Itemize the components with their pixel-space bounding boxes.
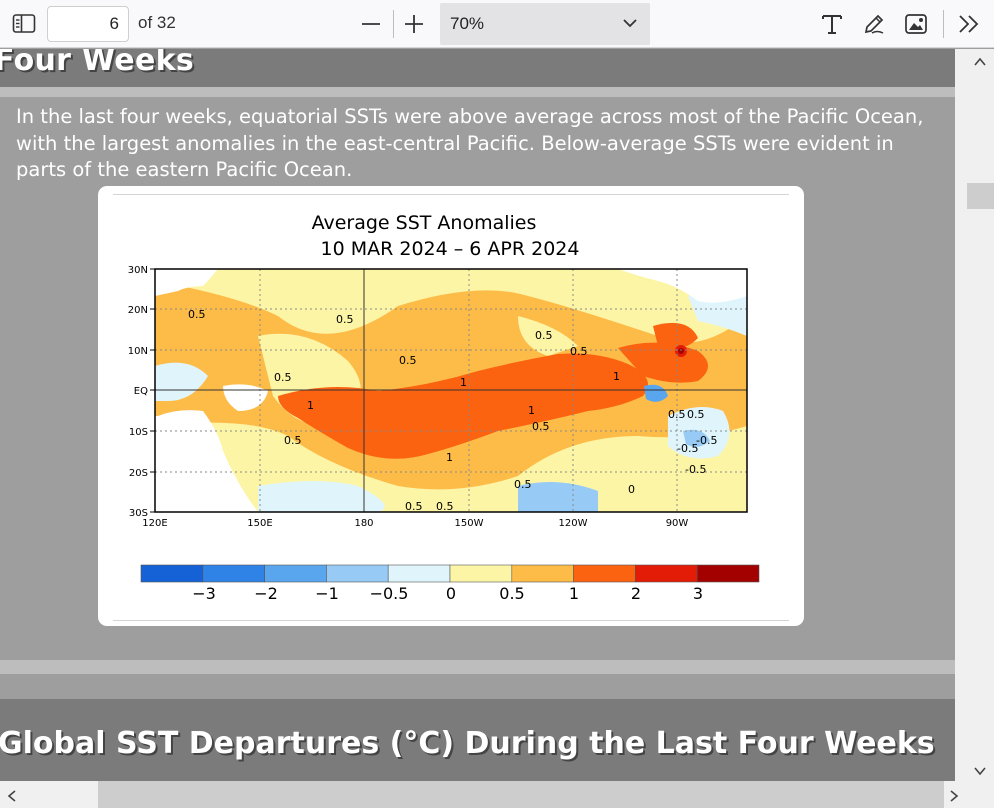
draw-icon[interactable] (862, 12, 886, 36)
card-rule-top (113, 194, 789, 195)
colorbar-swatch (326, 564, 389, 583)
colorbar-tick-label: 3 (693, 584, 703, 603)
add-image-icon[interactable] (904, 12, 928, 36)
colorbar-swatch (387, 564, 451, 583)
colorbar-tick-label: 1 (569, 584, 579, 603)
colorbar-tick-label: −3 (192, 584, 216, 603)
vertical-scrollbar[interactable] (955, 49, 994, 781)
toolbar-divider (943, 10, 944, 38)
colorbar-tick-label: −0.5 (370, 584, 409, 603)
section-header-band: Four Weeks (0, 49, 955, 87)
divider-strip (0, 660, 955, 674)
pdf-toolbar: 6 of 32 70% (0, 0, 994, 48)
contour-label: -0.5 (696, 434, 717, 447)
lon-label: 120W (559, 518, 588, 529)
section-header-band: Global SST Departures (°C) During the La… (0, 699, 955, 781)
colorbar-swatch (573, 564, 636, 583)
contour-label: 1 (446, 451, 453, 464)
contour-label: 0.5 (535, 329, 553, 342)
more-tools-icon[interactable] (956, 13, 982, 35)
contour-label: 0.5 (668, 408, 686, 421)
vertical-scroll-thumb[interactable] (967, 183, 994, 209)
zoom-out-icon[interactable] (360, 14, 382, 34)
summary-paragraph: In the last four weeks, equatorial SSTs … (16, 105, 924, 181)
lat-label: 30N (128, 265, 148, 276)
contour-label-group: 0.5 0.5 0.5 0.5 0.5 0.5 1 1 1 1 0.5 0.5 … (188, 308, 717, 513)
zoom-select[interactable]: 70% (440, 3, 650, 45)
lon-label: 150E (247, 518, 272, 529)
colorbar-swatch (264, 564, 327, 583)
zoom-value: 70% (450, 14, 485, 33)
contour-label: 0 (628, 483, 635, 496)
card-rule-bottom (113, 620, 789, 621)
contour-label: -0.5 (677, 442, 698, 455)
page-total-label: of 32 (138, 13, 176, 32)
contour-label: 0.5 (532, 420, 550, 433)
colorbar-swatch (202, 564, 265, 583)
contour-label: 0.5 (514, 478, 532, 491)
lat-label: 20N (128, 305, 148, 316)
colorbar-swatch (696, 564, 760, 583)
map-title-line2: 10 MAR 2024 – 6 APR 2024 (321, 238, 580, 260)
divider-strip (0, 87, 955, 97)
colorbar-tick-label: 0 (446, 584, 456, 603)
contour-label: 0.5 (436, 500, 454, 513)
colorbar-tick-label: 0.5 (499, 584, 524, 603)
text-tool-icon[interactable] (820, 12, 844, 36)
colorbar-tick-label: −1 (315, 584, 339, 603)
scroll-left-icon[interactable] (6, 788, 18, 807)
contour-label: 0.5 (284, 434, 302, 447)
toolbar-divider (393, 10, 394, 38)
lat-label: 10N (128, 346, 148, 357)
colorbar-swatch (635, 564, 698, 583)
lat-label: 10S (129, 427, 148, 438)
lat-label: 30S (129, 508, 148, 519)
contour-label: 0.5 (687, 408, 705, 421)
colorbar (140, 564, 760, 583)
chevron-down-icon (622, 15, 638, 35)
map-figure-card: Average SST Anomalies 10 MAR 2024 – 6 AP… (98, 186, 804, 626)
colorbar-tick-label: 2 (631, 584, 641, 603)
contour-label: 0.5 (274, 371, 292, 384)
sidebar-toggle-icon[interactable] (12, 13, 36, 35)
contour-label: 1 (528, 404, 535, 417)
colorbar-swatch (511, 564, 574, 583)
zoom-in-icon[interactable] (403, 13, 425, 35)
sst-anomaly-map: Average SST Anomalies 10 MAR 2024 – 6 AP… (128, 212, 760, 603)
colorbar-swatch (449, 564, 513, 583)
section-heading: Global SST Departures (°C) During the La… (0, 726, 935, 761)
contour-label: 0.5 (336, 313, 354, 326)
colorbar-swatch (140, 564, 204, 583)
contour-label: 0.5 (405, 500, 423, 513)
horizontal-scroll-thumb[interactable] (98, 781, 944, 808)
scroll-down-icon[interactable] (973, 762, 987, 781)
colorbar-tick-label: −2 (254, 584, 278, 603)
lon-label: 150W (455, 518, 484, 529)
lon-label: 120E (142, 518, 167, 529)
contour-label: 0.5 (188, 308, 206, 321)
scroll-right-icon[interactable] (948, 788, 960, 807)
contour-label: 1 (460, 376, 467, 389)
page-number-input[interactable]: 6 (47, 6, 129, 42)
horizontal-scrollbar[interactable] (0, 781, 994, 808)
lat-label: 20S (129, 468, 148, 479)
contour-label: 0.5 (570, 345, 588, 358)
lon-label: 90W (666, 518, 689, 529)
section-heading: Four Weeks (0, 49, 195, 78)
lon-label: 180 (354, 518, 373, 529)
contour-label: 1 (613, 370, 620, 383)
document-page: Four Weeks In the last four weeks, equat… (0, 49, 955, 781)
lat-label: EQ (134, 386, 148, 397)
map-title-line1: Average SST Anomalies (312, 212, 537, 234)
scroll-up-icon[interactable] (973, 53, 987, 72)
contour-label: 0.5 (399, 354, 417, 367)
contour-label: 1 (307, 399, 314, 412)
contour-label: -0.5 (685, 463, 706, 476)
